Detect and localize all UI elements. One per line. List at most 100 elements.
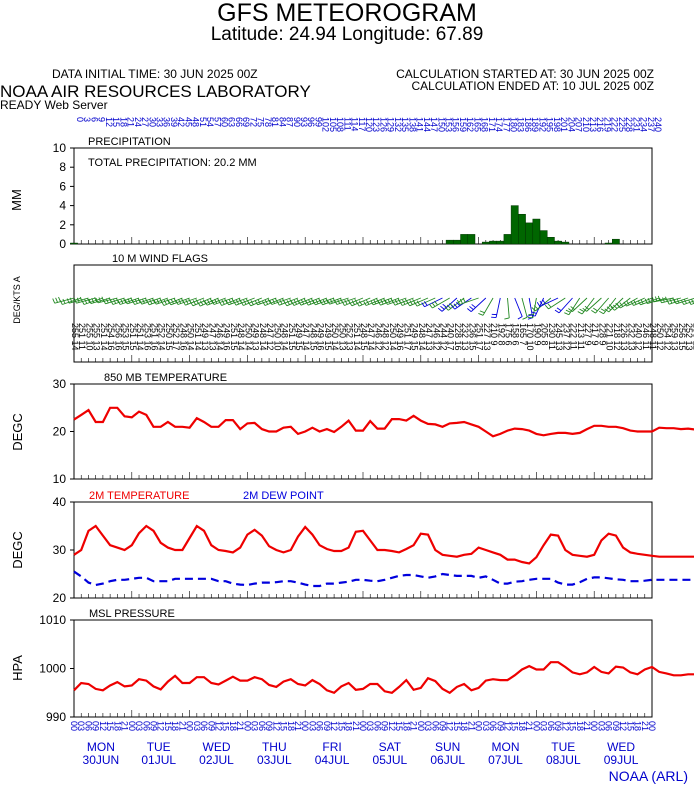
wind-barb-feather	[669, 298, 673, 304]
wind-barb-feather	[105, 298, 109, 304]
wind-barb-feather	[235, 299, 240, 305]
day-date-label: 01JUL	[141, 753, 176, 767]
wind-barb-feather	[409, 300, 413, 305]
wind-barb-feather	[189, 301, 194, 307]
top-hour-label: 114	[350, 117, 360, 131]
wind-barb	[470, 297, 487, 312]
wind-barb	[250, 297, 270, 307]
wind-value-label: 248 15	[308, 323, 318, 351]
wind-barb-feather	[113, 298, 117, 304]
bottom-hour-label: 06	[488, 721, 498, 731]
wind-barb-feather	[530, 314, 536, 317]
wind-value-label: 251 14	[135, 323, 145, 351]
wind-barb	[507, 297, 510, 318]
precip-bar	[460, 234, 469, 245]
top-hour-label: 210	[581, 117, 591, 132]
chart-marks	[52, 205, 694, 695]
wind-barb-feather	[137, 297, 141, 303]
wind-barb-feather	[688, 299, 692, 305]
top-hour-label: 198	[552, 117, 562, 132]
wind-value-label: 252 13	[345, 323, 355, 351]
top-hour-label: 153	[443, 117, 453, 132]
wind-value-label: 250 14	[330, 323, 340, 351]
wind-barb-feather	[591, 310, 596, 314]
pressure-ylabel: HPA	[10, 655, 25, 681]
wind-barb-feather	[124, 299, 128, 305]
bottom-hour-label: 03	[76, 721, 86, 731]
bottom-hour-label: 03	[481, 721, 491, 731]
wind-barb-feather	[141, 298, 145, 304]
wind-value-label: 251 15	[128, 323, 138, 351]
wind-barb-feather	[640, 299, 644, 305]
top-hour-label: 174	[494, 117, 504, 132]
wind-barb-feather	[211, 299, 215, 305]
bottom-hour-label: 09	[91, 721, 101, 731]
wind-barb-feather	[250, 300, 254, 305]
y-tick-label: 0	[59, 237, 66, 251]
wind-barb	[568, 297, 581, 316]
wind-barb-feather	[228, 299, 232, 305]
wind-barb	[257, 297, 277, 306]
wind-barb-feather	[619, 302, 624, 307]
bottom-hour-label: 15	[568, 721, 578, 731]
top-hour-label: 120	[364, 117, 374, 132]
top-hour-label: 60	[220, 117, 230, 127]
wind-value-label: 190 9	[532, 323, 542, 346]
bottom-hour-label: 09	[264, 721, 274, 731]
bottom-hour-label: 15	[452, 721, 462, 731]
temp2m-legend: 2M TEMPERATURE	[89, 490, 189, 502]
wind-barb	[126, 297, 147, 305]
top-hour-label: 81	[270, 117, 280, 127]
wind-barb-feather	[298, 300, 302, 306]
top-hour-label: 204	[566, 117, 576, 132]
pressure-panel-frame	[73, 619, 653, 718]
top-hour-label: 141	[415, 117, 425, 132]
wind-barb-feather	[153, 299, 157, 305]
top-hour-label: 216	[595, 117, 605, 132]
wind-barb-feather	[66, 298, 70, 304]
bottom-hour-label: 03	[134, 721, 144, 731]
top-hour-label: 213	[588, 117, 598, 132]
precip-bar	[445, 239, 454, 245]
bottom-hour-label: 15	[163, 721, 173, 731]
bottom-hour-label: 06	[546, 721, 556, 731]
wind-title: 10 M WIND FLAGS	[112, 253, 208, 265]
wind-value-label: 251 15	[287, 323, 297, 351]
wind-barb-feather	[680, 299, 685, 305]
day-date-label: 03JUL	[257, 753, 292, 767]
top-hour-label: 45	[183, 117, 193, 127]
wind-barb-feather	[564, 312, 570, 316]
wind-barb-feather	[616, 303, 621, 309]
wind-barb-feather	[644, 298, 648, 304]
wind-barb-feather	[221, 299, 225, 305]
y-tick-label: 4	[59, 199, 66, 213]
top-hour-label: 9	[97, 117, 107, 122]
wind-barb-feather	[62, 298, 66, 304]
bottom-hour-label: 06	[315, 721, 325, 731]
bottom-hour-label: 21	[640, 721, 650, 731]
wind-value-label: 244 12	[438, 323, 448, 351]
wind-barb-feather	[457, 299, 461, 305]
top-hour-label: 240	[653, 117, 663, 132]
wind-barb-feather	[120, 298, 124, 304]
wind-value-label: 252 13	[684, 323, 694, 351]
wind-barb	[105, 297, 125, 305]
wind-value-label: 255 10	[84, 323, 94, 351]
bottom-hour-label: 03	[250, 721, 260, 731]
wind-barb-feather	[123, 297, 127, 303]
temp850-line	[73, 406, 694, 438]
wind-barb-feather	[269, 299, 273, 305]
top-hour-label: 6	[89, 117, 99, 122]
wind-value-label: 222 11	[569, 323, 579, 350]
bottom-hour-label: 15	[221, 721, 231, 731]
wind-barb-feather	[651, 296, 655, 302]
wind-barb	[614, 297, 631, 311]
wind-barb-feather	[593, 307, 598, 312]
wind-barb-feather	[598, 310, 604, 315]
wind-barb	[235, 297, 255, 306]
top-hour-label: 132	[393, 117, 403, 132]
wind-value-label: 252 14	[157, 323, 167, 351]
wind-barb-feather	[149, 299, 153, 305]
bottom-hour-label: 00	[589, 721, 599, 731]
temp850-title: 850 MB TEMPERATURE	[104, 372, 227, 384]
